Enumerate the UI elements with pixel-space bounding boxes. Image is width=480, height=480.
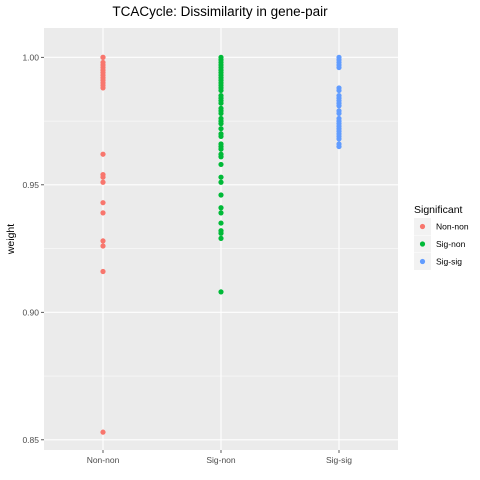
data-point: [336, 143, 342, 150]
data-point: [218, 289, 224, 295]
y-tick-label: 0.90: [22, 307, 39, 317]
x-axis: Non-non Sig-non Sig-sig: [87, 450, 352, 465]
data-point: [218, 210, 224, 216]
data-point: [100, 210, 106, 216]
data-points: [100, 54, 342, 435]
legend-label: Sig-sig: [436, 257, 462, 267]
data-point: [336, 110, 342, 117]
data-point: [218, 100, 224, 106]
data-point: [218, 161, 224, 168]
chart-title: TCACycle: Dissimilarity in gene-pair: [112, 4, 328, 19]
data-point: [218, 192, 224, 198]
legend-label: Non-non: [436, 222, 469, 232]
data-point: [100, 54, 106, 60]
legend-marker: [419, 223, 426, 230]
data-point: [336, 103, 342, 109]
legend: Significant Non-non Sig-non Sig-sig: [414, 204, 469, 270]
data-point: [100, 151, 106, 157]
data-point: [100, 238, 106, 244]
data-point: [218, 146, 224, 152]
data-point: [100, 243, 106, 249]
legend-title: Significant: [414, 204, 463, 216]
data-point: [100, 429, 106, 435]
data-point: [218, 205, 224, 211]
legend-marker: [419, 258, 426, 265]
data-point: [336, 87, 342, 94]
data-point: [218, 87, 224, 94]
data-point: [218, 220, 224, 226]
data-point: [100, 174, 106, 180]
x-tick-label: Sig-non: [206, 455, 236, 465]
y-tick-label: 1.00: [22, 52, 39, 62]
data-point: [100, 268, 106, 275]
legend-marker: [419, 241, 426, 247]
y-axis-title: weight: [5, 224, 17, 255]
data-point: [218, 133, 224, 139]
data-point: [100, 85, 106, 91]
y-tick-label: 0.85: [22, 435, 39, 445]
data-point: [218, 174, 224, 180]
x-tick-label: Sig-sig: [326, 455, 352, 465]
data-point: [218, 110, 224, 117]
legend-label: Sig-non: [436, 239, 466, 249]
data-point: [100, 200, 106, 206]
data-point: [218, 230, 224, 236]
y-axis: 0.85 0.90 0.95 1.00: [22, 52, 44, 445]
data-point: [218, 179, 224, 185]
data-point: [100, 179, 106, 185]
x-tick-label: Non-non: [87, 455, 120, 465]
data-point: [218, 235, 224, 241]
data-point: [218, 154, 224, 160]
data-point: [336, 64, 342, 71]
data-point: [218, 126, 224, 132]
y-tick-label: 0.95: [22, 180, 39, 190]
data-point: [218, 121, 224, 127]
data-point: [336, 136, 342, 142]
